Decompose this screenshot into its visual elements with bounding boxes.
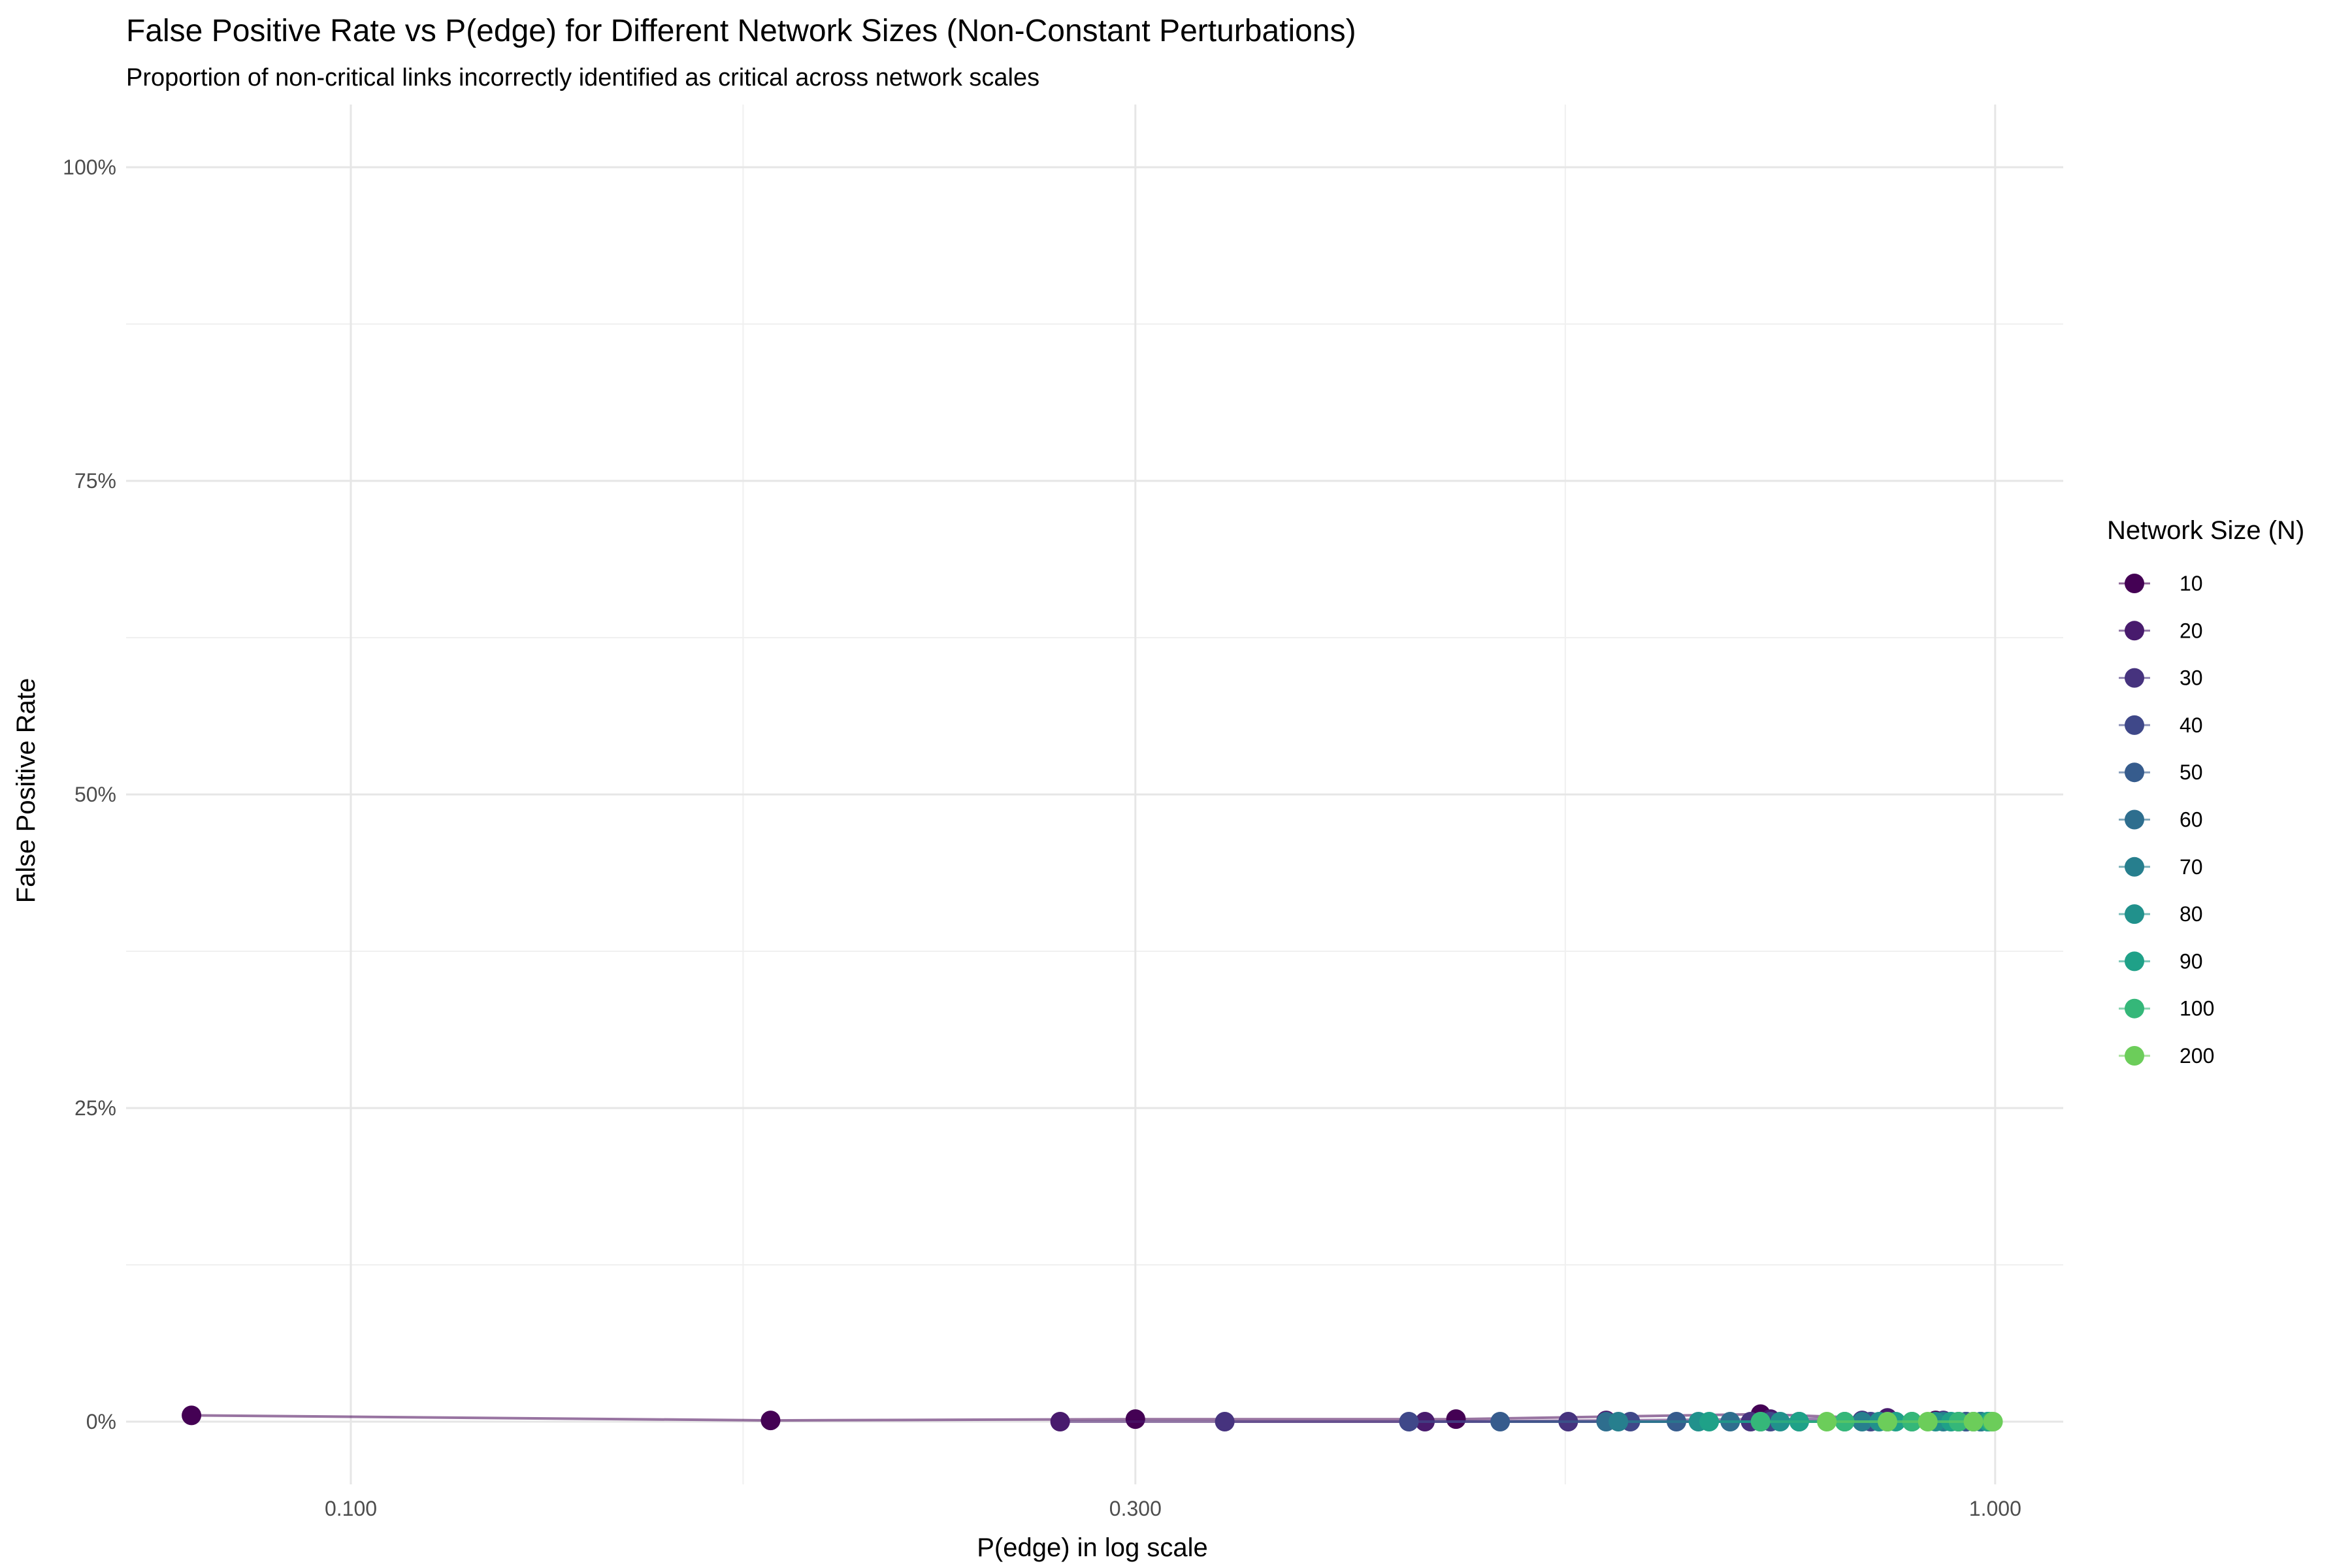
legend-key [2119, 621, 2150, 641]
data-point [1215, 1412, 1235, 1431]
legend-key-point [2125, 574, 2144, 593]
legend-label: 100 [2180, 997, 2214, 1021]
y-tick-label: 25% [74, 1096, 116, 1120]
tick-labels: 0% 25% 50% 75% 100% 0.100 0.300 1.000 [63, 155, 2021, 1520]
legend-label: 200 [2180, 1044, 2214, 1068]
legend-key [2119, 1046, 2150, 1066]
legend-label: 60 [2180, 808, 2203, 832]
legend-key [2119, 998, 2150, 1019]
legend-key-point [2125, 857, 2144, 877]
data-point [1446, 1409, 1466, 1429]
data-point [1699, 1412, 1720, 1431]
legend-label: 20 [2180, 619, 2203, 642]
legend-key [2119, 809, 2150, 830]
legend-key-point [2125, 621, 2144, 641]
data-point [1750, 1412, 1771, 1431]
legend-key [2119, 668, 2150, 688]
legend-label: 10 [2180, 572, 2203, 595]
legend-key [2119, 762, 2150, 783]
legend-label: 40 [2180, 713, 2203, 737]
data-point [1877, 1412, 1897, 1431]
chart-subtitle: Proportion of non-critical links incorre… [126, 64, 1039, 91]
legend-key [2119, 574, 2150, 593]
data-point [1050, 1412, 1070, 1431]
data-point [1490, 1412, 1511, 1431]
data-point [1125, 1409, 1145, 1429]
x-tick-label: 0.100 [325, 1497, 377, 1520]
legend-label: 80 [2180, 902, 2203, 926]
data-point [1817, 1412, 1837, 1431]
legend-key [2119, 904, 2150, 924]
y-tick-label: 0% [86, 1410, 116, 1433]
legend-key-point [2125, 762, 2144, 783]
data-point [1399, 1412, 1419, 1431]
legend-key-point [2125, 809, 2144, 830]
data-point [760, 1411, 781, 1431]
legend-label: 30 [2180, 666, 2203, 690]
y-tick-label: 75% [74, 469, 116, 493]
x-tick-label: 1.000 [1969, 1497, 2021, 1520]
legend-title: Network Size (N) [2107, 516, 2304, 545]
legend-key [2119, 857, 2150, 877]
legend-key-point [2125, 715, 2144, 735]
y-tick-label: 50% [74, 783, 116, 806]
y-axis-title: False Positive Rate [12, 678, 41, 904]
y-tick-label: 100% [63, 155, 116, 179]
data-point [1983, 1412, 2003, 1431]
legend-key-point [2125, 998, 2144, 1019]
legend-key [2119, 951, 2150, 972]
data-point [1609, 1412, 1629, 1431]
data-point [182, 1405, 202, 1426]
legend-label: 50 [2180, 760, 2203, 784]
legend-label: 90 [2180, 949, 2203, 973]
series-200 [1817, 1412, 2003, 1431]
legend-key-point [2125, 951, 2144, 972]
x-tick-label: 0.300 [1109, 1497, 1162, 1520]
series-layer [182, 1404, 2003, 1431]
legend-key-point [2125, 1046, 2144, 1066]
legend-key [2119, 715, 2150, 735]
legend: Network Size (N) 10 20 30 40 50 60 70 80 90 100 20… [2107, 516, 2304, 1068]
series-line [191, 1413, 1936, 1422]
x-axis-title: P(edge) in log scale [977, 1533, 1208, 1562]
legend-key-point [2125, 904, 2144, 924]
grid [126, 105, 2063, 1484]
chart-title: False Positive Rate vs P(edge) for Diffe… [126, 14, 1356, 48]
legend-label: 70 [2180, 855, 2203, 879]
legend-key-point [2125, 668, 2144, 688]
data-point [1918, 1412, 1938, 1431]
data-point [1963, 1412, 1984, 1431]
